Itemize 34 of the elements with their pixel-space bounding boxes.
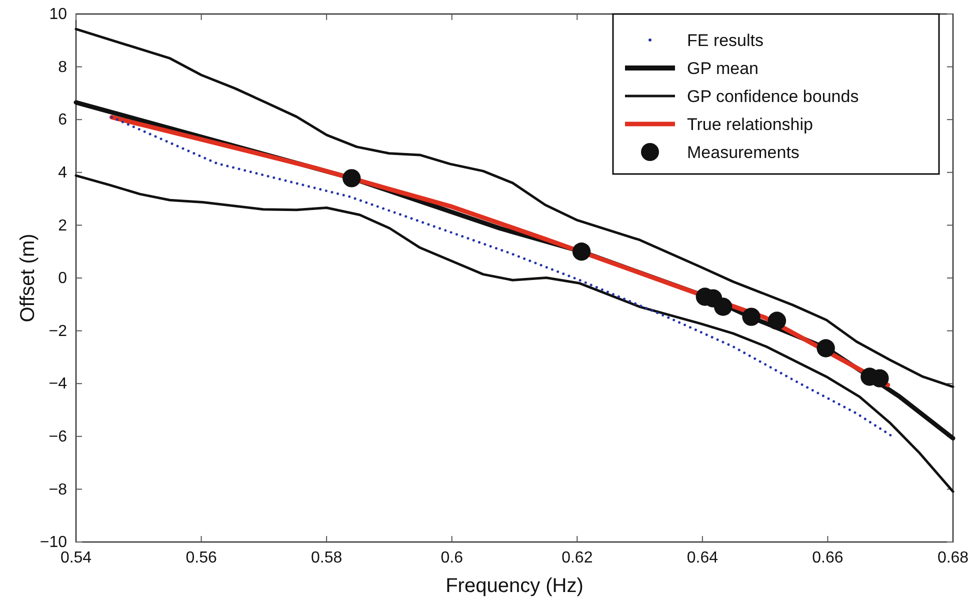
y-tick-label: 2 (58, 217, 68, 234)
y-tick-label: 0 (58, 270, 68, 288)
y-tick-label: 10 (49, 6, 68, 24)
y-tick-label: −4 (48, 376, 68, 393)
x-tick-label: 0.58 (311, 549, 342, 566)
point (816, 339, 835, 358)
y-tick-label: 8 (58, 58, 68, 76)
y-tick-label: 6 (58, 112, 68, 129)
legend-label: GP confidence bounds (687, 87, 859, 106)
legend-label: FE results (687, 31, 764, 50)
point (768, 312, 786, 330)
y-axis-title: Offset (m) (17, 234, 39, 322)
legend-label: GP mean (687, 59, 759, 78)
y-tick-label: −2 (48, 322, 68, 340)
x-tick-label: 0.68 (937, 549, 969, 566)
y-tick-label: −8 (48, 481, 68, 498)
point (342, 169, 361, 188)
line-series (109, 114, 890, 388)
legend-label: Measurements (687, 143, 800, 162)
line-series (110, 116, 892, 436)
x-tick-label: 0.66 (812, 549, 844, 566)
x-tick-label: 0.62 (562, 549, 593, 566)
point (714, 298, 732, 316)
point (742, 308, 760, 326)
y-tick-label: −6 (48, 428, 68, 446)
x-axis-title: Frequency (Hz) (446, 575, 584, 597)
legend-label: True relationship (687, 115, 813, 134)
point (572, 242, 591, 261)
y-tick-label: 4 (58, 164, 68, 182)
x-tick-label: 0.54 (60, 549, 92, 566)
y-tick-label: −10 (40, 534, 68, 552)
x-tick-label: 0.6 (440, 549, 464, 566)
x-tick-label: 0.56 (186, 549, 217, 566)
x-tick-label: 0.64 (686, 549, 718, 566)
